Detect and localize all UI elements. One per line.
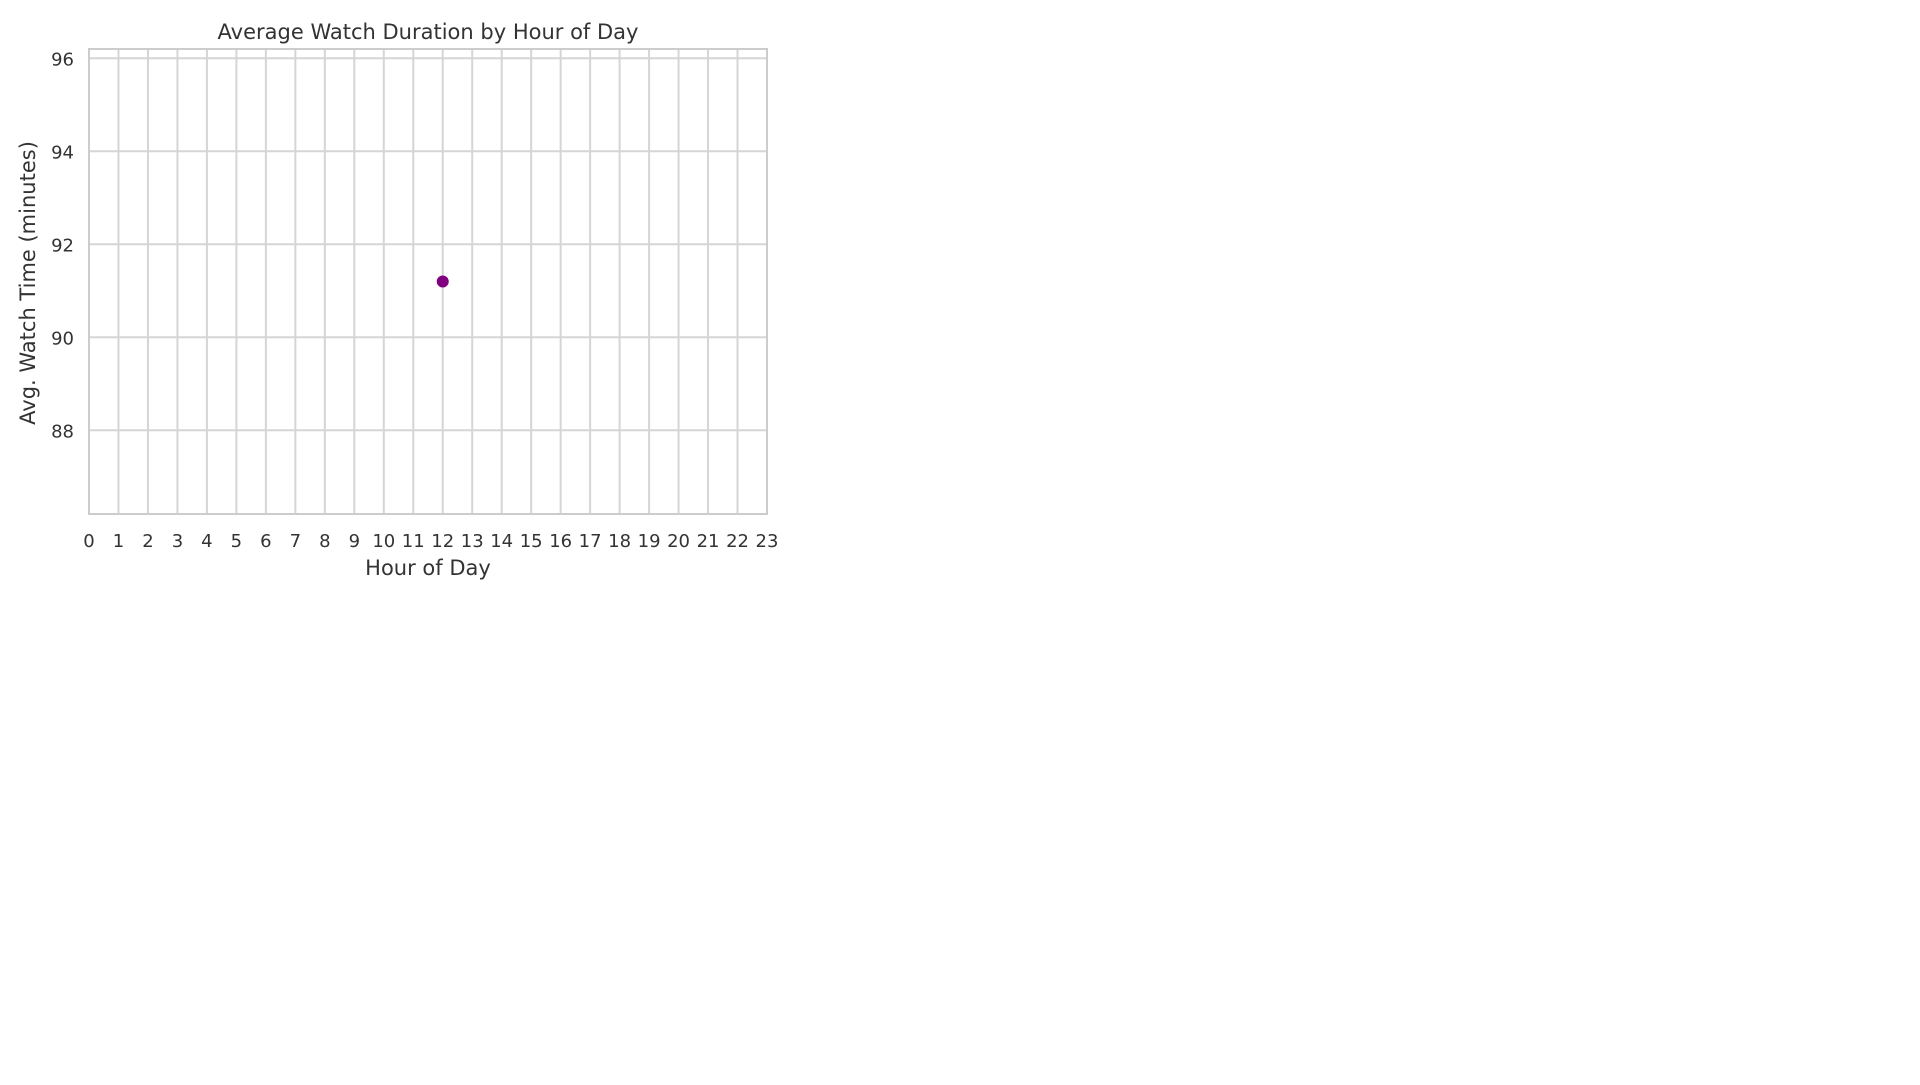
x-tick-label: 11 — [402, 531, 425, 552]
grid-lines — [88, 49, 768, 514]
x-tick-label: 4 — [201, 531, 212, 552]
x-tick-label: 10 — [372, 531, 395, 552]
x-tick-label: 6 — [260, 531, 271, 552]
x-tick-label: 21 — [697, 531, 720, 552]
plot-frame — [88, 48, 768, 515]
x-tick-label: 14 — [490, 531, 513, 552]
x-tick-label: 2 — [142, 531, 153, 552]
y-axis-label: Avg. Watch Time (minutes) — [16, 141, 40, 425]
y-tick-label: 96 — [51, 49, 74, 70]
x-tick-label: 12 — [431, 531, 454, 552]
x-tick-label: 7 — [290, 531, 301, 552]
x-tick-label: 23 — [756, 531, 779, 552]
x-tick-label: 17 — [579, 531, 602, 552]
x-tick-label: 1 — [113, 531, 124, 552]
x-tick-label: 22 — [726, 531, 749, 552]
chart-title: Average Watch Duration by Hour of Day — [218, 20, 639, 44]
x-tick-label: 19 — [638, 531, 661, 552]
data-point — [436, 275, 449, 288]
x-axis-label: Hour of Day — [365, 556, 491, 580]
x-tick-label: 18 — [608, 531, 631, 552]
x-tick-label: 20 — [667, 531, 690, 552]
x-tick-label: 16 — [549, 531, 572, 552]
data-points — [436, 275, 449, 288]
x-tick-label: 8 — [319, 531, 330, 552]
y-tick-label: 90 — [51, 328, 74, 349]
x-tick-label: 9 — [349, 531, 360, 552]
x-tick-label: 0 — [83, 531, 94, 552]
y-tick-label: 88 — [51, 421, 74, 442]
y-tick-label: 94 — [51, 142, 74, 163]
x-tick-labels: 0 1 2 3 4 5 6 7 8 9 10 11 12 13 14 15 16 17 18 19 20 21 22 23 — [83, 531, 778, 552]
x-tick-label: 5 — [231, 531, 242, 552]
x-tick-label: 13 — [461, 531, 484, 552]
x-tick-label: 15 — [520, 531, 543, 552]
x-tick-label: 3 — [172, 531, 183, 552]
y-tick-label: 92 — [51, 235, 74, 256]
y-tick-labels: 88 90 92 94 96 — [51, 49, 74, 442]
